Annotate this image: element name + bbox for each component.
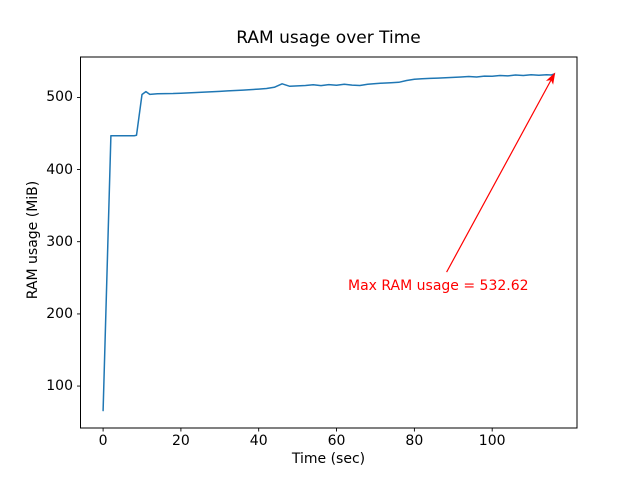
x-tick-label: 40 [249,433,268,449]
annotation-arrow [446,72,556,273]
y-tick-label: 500 [46,89,73,106]
ram-usage-line [102,73,556,412]
x-tick-label: 20 [171,433,190,449]
x-ticks [102,428,493,432]
x-tick-label: 100 [478,433,506,449]
x-tick-label: 0 [98,433,108,449]
y-tick-label: 200 [46,305,73,322]
x-tick-label: 60 [327,433,346,449]
y-tick-label: 300 [46,233,73,250]
x-axis-label: Time (sec) [291,451,366,467]
y-tick-label: 400 [46,161,73,178]
y-tick-label: 100 [46,378,73,395]
y-ticks [77,96,81,387]
chart-title: RAM usage over Time [236,28,421,48]
x-tick-label: 80 [405,433,424,449]
max-ram-annotation: Max RAM usage = 532.62 [348,278,529,294]
axes-frame [80,56,578,429]
